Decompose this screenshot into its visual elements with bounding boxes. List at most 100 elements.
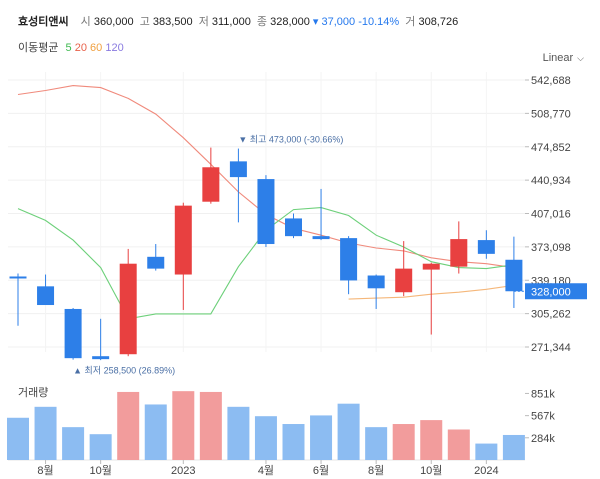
scale-toggle[interactable]: Linear ⌵: [543, 52, 584, 64]
candle: [147, 244, 165, 271]
candle-body: [92, 356, 110, 360]
volume-bar: [392, 424, 415, 460]
volume-value: 308,726: [418, 16, 459, 28]
candle-body: [229, 161, 247, 178]
high-label: 고: [139, 16, 150, 28]
candle-body: [64, 308, 82, 359]
candle-body: [174, 205, 192, 275]
change-percent: -10.14%: [358, 16, 400, 28]
moving-average-legend[interactable]: 이동평균 5 20 60 120: [18, 39, 124, 55]
x-tick-label: 4월: [258, 464, 274, 477]
volume-bar: [420, 420, 443, 460]
high-annotation: ▼ 최고 473,000 (-30.66%): [238, 135, 343, 145]
volume-bar: [172, 391, 195, 460]
candle-body: [367, 275, 385, 289]
candle: [64, 307, 82, 360]
volume-bar: [365, 427, 388, 460]
candle-body: [340, 238, 358, 281]
low-annotation: ▲ 최저 258,500 (26.89%): [73, 366, 175, 376]
volume-bar: [34, 406, 57, 460]
volume-bar: [89, 434, 112, 460]
volume-bar: [254, 416, 277, 460]
open-label: 시: [80, 16, 91, 28]
y-tick-label: 373,098: [531, 242, 571, 254]
volume-bar: [7, 417, 29, 460]
x-tick-label: 8월: [37, 464, 53, 477]
volume-tick-label: 851k: [531, 388, 555, 400]
volume-tick-label: 567k: [531, 411, 555, 423]
y-tick-label: 440,934: [531, 175, 571, 187]
volume-bar: [199, 391, 222, 460]
candle: [9, 273, 27, 326]
ma-period-20[interactable]: 20: [74, 42, 87, 54]
open-value: 360,000: [93, 16, 134, 28]
volume-bar: [117, 391, 140, 460]
candle: [37, 274, 55, 306]
candle: [257, 175, 275, 247]
low-label: 저: [198, 16, 209, 28]
low-value: 311,000: [211, 16, 251, 28]
volume-bar: [62, 427, 85, 460]
ma-period-60[interactable]: 60: [90, 42, 103, 54]
y-tick-label: 474,852: [531, 142, 571, 154]
candle: [505, 236, 523, 308]
volume-bar: [310, 415, 333, 460]
ma-legend-title: 이동평균: [18, 42, 59, 54]
y-tick-label: 305,262: [531, 309, 571, 321]
ma-period-5[interactable]: 5: [65, 42, 72, 54]
volume-bar: [227, 406, 250, 460]
candle-body: [505, 259, 523, 292]
chevron-down-icon: ⌵: [577, 53, 584, 63]
candle: [229, 148, 247, 223]
price-header: 효성티앤씨 시 360,000 고 383,500 저 311,000 종 32…: [18, 13, 458, 29]
candle: [202, 147, 220, 204]
y-tick-label: 271,344: [531, 342, 571, 354]
x-tick-label: 8월: [368, 464, 384, 477]
candle-body: [119, 263, 137, 355]
x-tick-label: 6월: [313, 464, 329, 477]
current-price-badge: [525, 283, 587, 300]
volume-bar: [282, 424, 305, 460]
candle: [119, 248, 137, 357]
volume-bar: [337, 403, 360, 460]
y-tick-label: 407,016: [531, 209, 571, 221]
high-value: 383,500: [152, 16, 193, 28]
candle: [422, 262, 440, 335]
candle-body: [312, 236, 330, 240]
x-tick-label: 10월: [89, 464, 111, 477]
volume-tick-label: 284k: [531, 433, 555, 445]
change-value: ▾ 37,000: [312, 16, 356, 28]
volume-title: 거래량: [18, 386, 48, 399]
candle: [285, 213, 302, 239]
candle-body: [37, 286, 55, 306]
candle: [174, 202, 192, 310]
x-tick-label: 10월: [420, 464, 442, 477]
candle: [340, 236, 358, 295]
close-label: 종: [256, 16, 268, 28]
candle: [92, 318, 110, 361]
y-tick-label: 542,688: [531, 75, 571, 87]
x-tick-label: 2023: [171, 465, 195, 477]
candle-body: [9, 276, 27, 279]
candle: [395, 241, 413, 297]
candle-body: [450, 239, 468, 267]
candle-body: [257, 179, 275, 245]
scale-label: Linear: [542, 52, 574, 64]
candle-body: [477, 240, 495, 254]
stock-name: 효성티앤씨: [18, 16, 69, 28]
candle: [312, 188, 330, 241]
volume-label: 거: [405, 16, 416, 28]
candle-body: [147, 256, 165, 269]
candle: [450, 221, 468, 274]
candle: [477, 230, 495, 259]
current-price-label: 328,000: [531, 286, 571, 298]
x-tick-label: 2024: [474, 465, 498, 477]
candle-body: [395, 268, 413, 293]
candle-body: [202, 167, 220, 202]
volume-bar: [502, 434, 525, 460]
volume-bar: [144, 404, 167, 460]
ma-period-120[interactable]: 120: [105, 42, 124, 54]
candle-body: [285, 218, 302, 237]
y-tick-label: 508,770: [531, 108, 571, 120]
